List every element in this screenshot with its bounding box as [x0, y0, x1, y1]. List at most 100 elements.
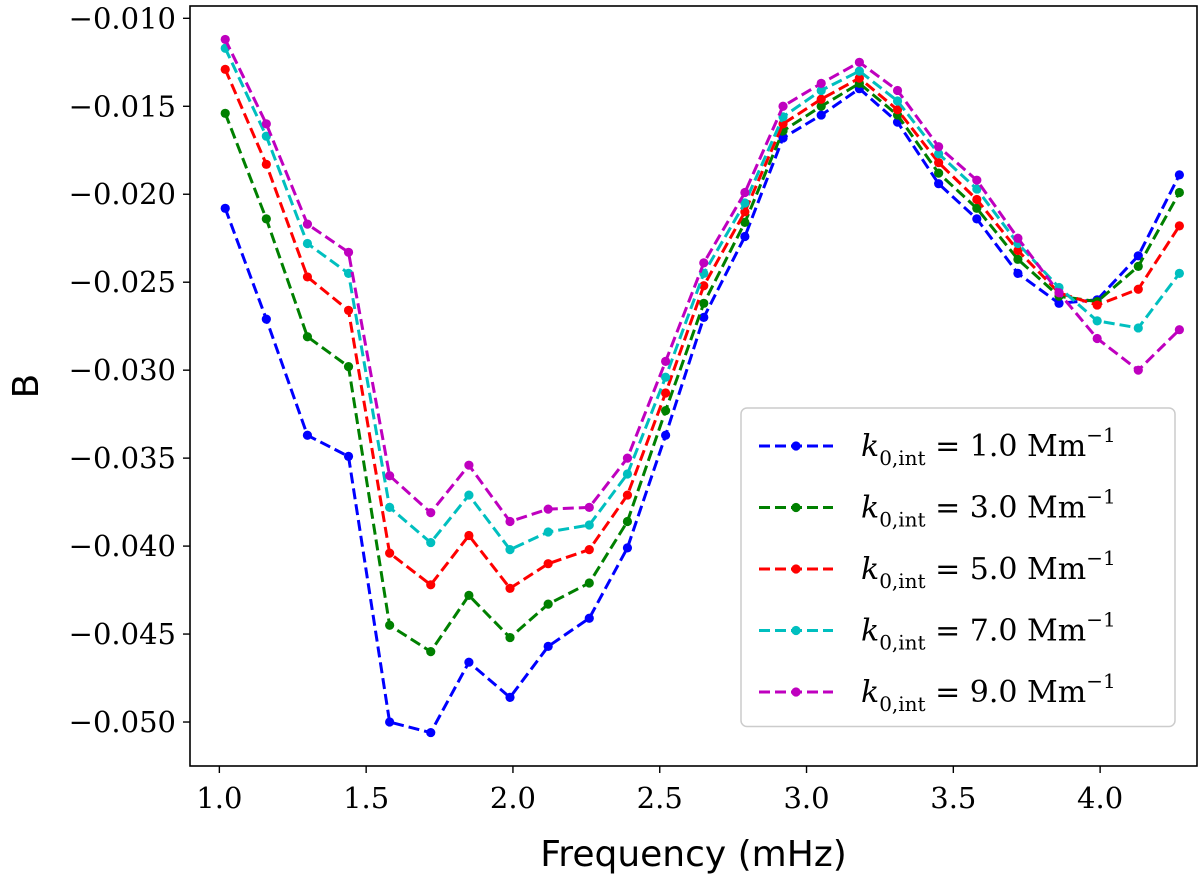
legend-label: k0,int = 3.0 Mm−1	[861, 485, 1116, 532]
data-point	[261, 119, 271, 129]
data-point	[622, 543, 633, 553]
data-point	[1133, 261, 1143, 271]
data-point	[302, 332, 313, 342]
data-point	[972, 203, 982, 213]
legend-label: k0,int = 9.0 Mm−1	[861, 669, 1116, 716]
data-point	[854, 66, 864, 76]
data-point	[543, 559, 553, 569]
data-point	[816, 78, 826, 89]
data-point	[1054, 298, 1064, 308]
data-point	[543, 527, 553, 537]
x-axis-ticks: 1.0 1.5 2.0 2.5 3.0 3.5 4.0	[196, 766, 1123, 815]
y-tick-label: −0.020	[69, 177, 176, 211]
data-point	[661, 372, 671, 382]
y-axis-ticks: −0.050 −0.045 −0.040 −0.035 −0.030 −0.025 −0.0…	[69, 1, 190, 739]
data-point	[661, 406, 671, 416]
data-point	[1092, 316, 1102, 326]
data-point	[1133, 323, 1143, 333]
y-tick-label: −0.025	[69, 265, 176, 299]
data-point	[661, 356, 671, 366]
data-point	[1174, 187, 1184, 198]
data-point	[699, 281, 709, 291]
series-5	[220, 34, 1184, 527]
legend-item: k0,int = 3.0 Mm−1	[759, 485, 1116, 532]
data-point	[385, 471, 395, 481]
data-point	[505, 545, 515, 555]
x-tick-label: 3.5	[930, 781, 976, 815]
data-point	[302, 272, 313, 282]
legend-label-sup: −1	[1086, 485, 1115, 509]
data-point	[261, 131, 271, 141]
x-tick-label: 3.0	[783, 781, 829, 815]
data-point	[343, 247, 354, 257]
data-point	[385, 502, 395, 512]
y-tick-label: −0.015	[69, 89, 176, 123]
y-tick-label: −0.010	[69, 1, 176, 35]
legend-label-value: = 7.0 Mm	[926, 614, 1087, 649]
x-axis-label: Frequency (mHz)	[540, 834, 847, 875]
legend-label-var: k	[861, 675, 879, 710]
data-point	[854, 73, 864, 83]
data-point	[426, 727, 436, 738]
data-point	[972, 194, 982, 205]
data-point	[1013, 233, 1023, 243]
legend-label-sup: −1	[1086, 423, 1115, 447]
data-point	[740, 198, 750, 208]
legend-item: k0,int = 9.0 Mm−1	[759, 669, 1116, 716]
legend-item: k0,int = 5.0 Mm−1	[759, 546, 1116, 593]
data-point	[302, 238, 313, 249]
data-point	[464, 657, 474, 667]
data-point	[584, 502, 594, 512]
legend-label-var: k	[861, 429, 879, 464]
legend-label-sup: −1	[1086, 669, 1115, 693]
legend-label-var: k	[861, 614, 879, 649]
legend-label-value: = 5.0 Mm	[926, 552, 1087, 587]
data-point	[1133, 251, 1143, 261]
legend-label-sub: 0,int	[879, 631, 925, 655]
data-point	[892, 85, 903, 96]
legend: k0,int = 1.0 Mm−1k0,int = 3.0 Mm−1k0,int…	[740, 407, 1176, 728]
legend-marker	[791, 687, 801, 697]
data-point	[661, 388, 671, 398]
data-point	[972, 184, 982, 194]
y-axis-label: B	[6, 374, 47, 399]
data-point	[220, 34, 230, 45]
legend-label: k0,int = 7.0 Mm−1	[861, 608, 1116, 655]
data-point	[622, 516, 633, 527]
data-point	[934, 168, 944, 178]
data-point	[302, 219, 313, 229]
series-3	[220, 64, 1184, 593]
data-point	[385, 717, 395, 727]
data-point	[1013, 245, 1023, 256]
data-point	[220, 108, 230, 118]
x-tick-label: 2.5	[637, 781, 683, 815]
data-point	[505, 583, 515, 593]
data-point	[661, 430, 671, 440]
data-point	[1092, 300, 1102, 310]
data-point	[622, 469, 633, 479]
data-point	[464, 530, 474, 541]
data-point	[343, 362, 354, 372]
data-point	[385, 548, 395, 558]
plot-area	[220, 34, 1184, 738]
data-point	[505, 692, 515, 702]
data-point	[220, 203, 230, 213]
data-point	[343, 305, 354, 315]
legend-label-value: = 3.0 Mm	[926, 491, 1087, 526]
data-point	[934, 142, 944, 152]
data-point	[1174, 170, 1184, 180]
legend-label-sup: −1	[1086, 546, 1115, 570]
data-point	[778, 133, 788, 143]
data-point	[1092, 333, 1102, 344]
data-point	[343, 451, 354, 461]
legend-marker	[791, 441, 801, 451]
data-point	[816, 94, 826, 104]
data-point	[1174, 221, 1184, 231]
data-point	[699, 312, 709, 322]
data-point	[740, 187, 750, 198]
data-point	[972, 214, 982, 224]
data-point	[220, 64, 230, 74]
x-tick-label: 1.0	[196, 781, 242, 815]
data-point	[302, 430, 313, 440]
data-point	[699, 258, 709, 268]
